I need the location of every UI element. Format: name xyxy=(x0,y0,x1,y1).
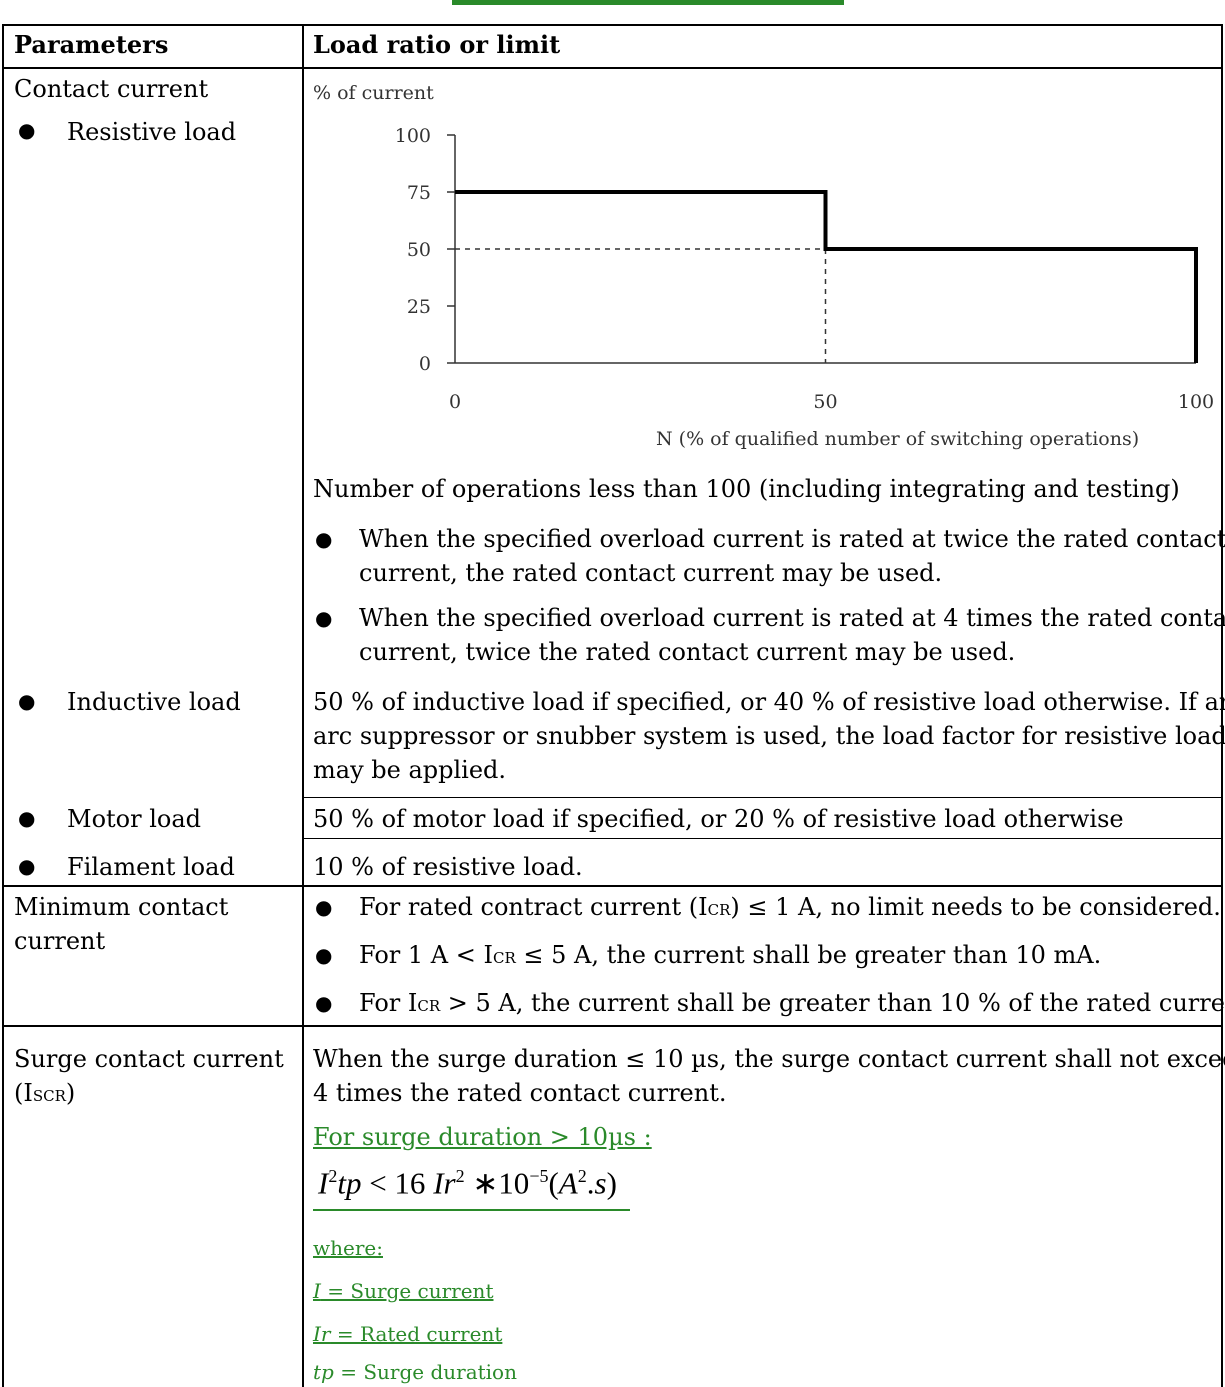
bullet-dot: ● xyxy=(315,991,333,1015)
y-tick-label: 50 xyxy=(407,239,431,261)
param-resistive-load: Resistive load xyxy=(67,118,237,146)
y-tick-label: 100 xyxy=(395,125,431,147)
bullet-dot: ● xyxy=(315,606,333,630)
bullet-dot: ● xyxy=(18,806,36,830)
header-parameters: Parameters xyxy=(14,30,169,59)
def-rated-current: Ir = Rated current xyxy=(313,1322,503,1346)
bullet-dot: ● xyxy=(18,854,36,878)
def-surge-duration: tp = Surge duration xyxy=(313,1360,517,1384)
def-surge-current: I = Surge current xyxy=(313,1279,494,1303)
chart-x-label: N (% of qualified number of switching op… xyxy=(656,428,1140,450)
filament-value: 10 % of resistive load. xyxy=(313,853,583,881)
bullet-dot: ● xyxy=(18,689,36,713)
row-divider xyxy=(302,797,1222,798)
param-filament-load: Filament load xyxy=(67,853,235,881)
surge-line1: When the surge duration ≤ 10 µs, the sur… xyxy=(313,1045,1225,1073)
chart-y-label: % of current xyxy=(313,82,434,104)
overload-bullet-2-line2: current, twice the rated contact current… xyxy=(359,638,1016,666)
surge-green-heading: For surge duration > 10µs : xyxy=(313,1123,652,1151)
table-border-left xyxy=(2,24,4,1387)
param-surge-line1: Surge contact current xyxy=(14,1045,284,1073)
x-tick-label: 100 xyxy=(1178,391,1214,413)
derating-chart: 0 25 50 75 100 0 50 100 xyxy=(395,125,1214,413)
surge-formula: I2tp < 16 Ir2 ∗10−5(A2.s) xyxy=(318,1165,617,1201)
param-minimum-line1: Minimum contact xyxy=(14,893,229,921)
x-tick-label: 50 xyxy=(813,391,837,413)
param-minimum-line2: current xyxy=(14,927,106,955)
header-divider xyxy=(2,67,1223,69)
minimum-bullet-2: For 1 A < ICR ≤ 5 A, the current shall b… xyxy=(359,941,1102,969)
column-divider xyxy=(302,24,304,1387)
formula-underline xyxy=(313,1209,630,1211)
inductive-line3: may be applied. xyxy=(313,756,507,784)
minimum-bullet-3: For ICR > 5 A, the current shall be grea… xyxy=(359,989,1225,1017)
table-border-top xyxy=(2,24,1223,26)
inductive-line1: 50 % of inductive load if specified, or … xyxy=(313,688,1225,716)
derating-step-line xyxy=(455,190,1198,363)
y-tick-label: 25 xyxy=(407,296,431,318)
bullet-dot: ● xyxy=(18,118,36,142)
y-tick-label: 75 xyxy=(407,182,431,204)
header-load-ratio: Load ratio or limit xyxy=(313,30,561,59)
param-motor-load: Motor load xyxy=(67,805,202,833)
motor-value: 50 % of motor load if specified, or 20 %… xyxy=(313,805,1124,833)
row-divider xyxy=(2,1025,1223,1027)
surge-where: where: xyxy=(313,1236,383,1260)
overload-bullet-1-line1: When the specified overload current is r… xyxy=(359,525,1225,553)
param-contact-current: Contact current xyxy=(14,75,209,103)
minimum-bullet-1: For rated contract current (ICR) ≤ 1 A, … xyxy=(359,893,1221,921)
inductive-line2: arc suppressor or snubber system is used… xyxy=(313,722,1225,750)
note-operations: Number of operations less than 100 (incl… xyxy=(313,475,1180,503)
surge-line2: 4 times the rated contact current. xyxy=(313,1079,727,1107)
bullet-dot: ● xyxy=(315,895,333,919)
param-inductive-load: Inductive load xyxy=(67,688,241,716)
row-divider xyxy=(2,885,1223,887)
overload-bullet-1-line2: current, the rated contact current may b… xyxy=(359,559,943,587)
bullet-dot: ● xyxy=(315,943,333,967)
table-border-right xyxy=(1221,24,1223,1387)
row-divider xyxy=(302,838,1222,839)
highlight-bar xyxy=(452,0,844,5)
y-tick-label: 0 xyxy=(419,353,431,375)
x-tick-label: 0 xyxy=(449,391,461,413)
param-surge-line2: (ISCR) xyxy=(14,1079,76,1107)
overload-bullet-2-line1: When the specified overload current is r… xyxy=(359,604,1225,632)
bullet-dot: ● xyxy=(315,527,333,551)
